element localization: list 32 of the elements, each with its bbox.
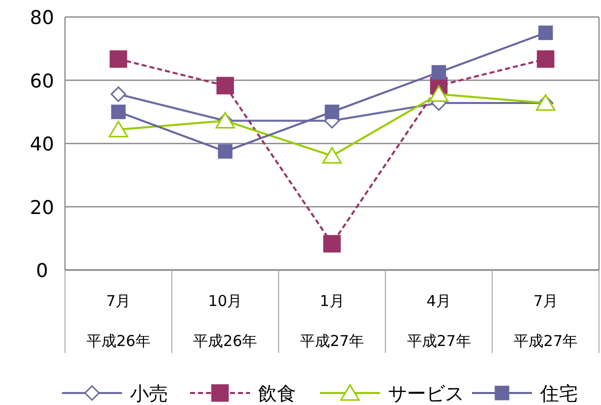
x-tick-label: 10月 [208, 292, 242, 310]
point [111, 104, 126, 120]
legend-label: 飲食 [258, 383, 296, 405]
x-tick-label: 7月 [106, 292, 131, 310]
point [324, 104, 340, 120]
point [108, 120, 128, 138]
text: 平成27年 [300, 332, 364, 350]
point [322, 147, 342, 164]
y-tick-label: 0 [36, 260, 48, 282]
y-tick-label: 20 [30, 196, 54, 219]
text: 平成26年 [193, 332, 258, 350]
legend-label: 住宅 [539, 383, 578, 405]
point [429, 85, 449, 102]
y-tick-label: 40 [30, 134, 54, 156]
point [110, 50, 128, 68]
point [323, 235, 341, 252]
text: 平成27年 [514, 332, 578, 350]
point [432, 65, 446, 80]
legend-label: サービス [388, 383, 464, 405]
x-tick-label: 7月 [533, 292, 558, 310]
point [218, 144, 232, 159]
point [538, 26, 553, 40]
legend-label: 小売 [130, 383, 168, 405]
point [216, 76, 234, 94]
y-tick-label: 80 [30, 7, 54, 29]
y-tick-label: 60 [30, 70, 54, 92]
text: 平成27年 [406, 332, 471, 350]
point [536, 50, 554, 68]
x-tick-label: 1月 [320, 292, 344, 310]
point [110, 86, 126, 102]
text: 平成26年 [86, 332, 150, 350]
x-tick-label: 4月 [426, 292, 452, 310]
